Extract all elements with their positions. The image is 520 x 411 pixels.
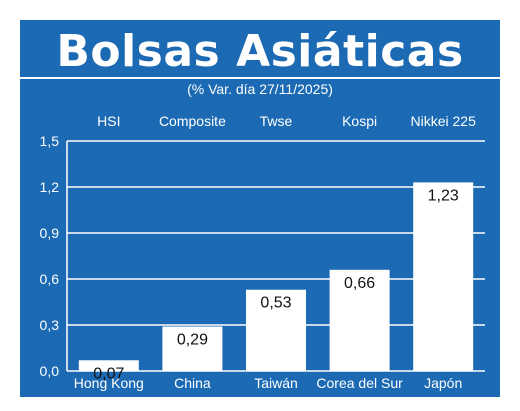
index-label: Nikkei 225 — [411, 113, 477, 129]
y-tick-label: 0,6 — [40, 271, 60, 287]
x-category-label: Taiwán — [254, 375, 298, 391]
index-label: Twse — [260, 113, 293, 129]
chart-title: Bolsas Asiáticas — [56, 26, 464, 77]
y-tick-label: 1,5 — [40, 133, 60, 149]
bar — [246, 289, 306, 371]
bar-value-label: 0,29 — [177, 332, 208, 349]
x-category-label: Hong Kong — [74, 375, 144, 391]
bar-value-label: 0,53 — [260, 295, 291, 312]
bar-value-label: 1,23 — [428, 187, 459, 204]
bar-value-label: 0,07 — [93, 365, 124, 382]
index-label: Composite — [159, 113, 226, 129]
chart-subtitle: (% Var. día 27/11/2025) — [187, 81, 333, 97]
bar-value-label: 0,66 — [344, 275, 375, 292]
bar — [413, 182, 474, 371]
y-tick-label: 0,3 — [40, 317, 60, 333]
index-label: Kospi — [342, 113, 377, 129]
x-category-label: Japón — [424, 375, 462, 391]
bar-chart: 0,0 0,3 0,6 0,9 1,2 1,5 0,07 HSI Hong Kong 0,29 Co… — [40, 113, 485, 391]
bar — [329, 269, 390, 371]
y-tick-label: 0,0 — [40, 363, 60, 379]
x-category-label: China — [174, 375, 211, 391]
index-label: HSI — [97, 113, 120, 129]
bar — [162, 326, 223, 371]
y-tick-label: 0,9 — [40, 225, 60, 241]
bar — [78, 360, 139, 371]
x-category-label: Corea del Sur — [316, 375, 403, 391]
chart-frame: Bolsas Asiáticas (% Var. día 27/11/2025)… — [20, 20, 500, 397]
y-tick-label: 1,2 — [40, 179, 60, 195]
title-divider — [20, 77, 500, 79]
